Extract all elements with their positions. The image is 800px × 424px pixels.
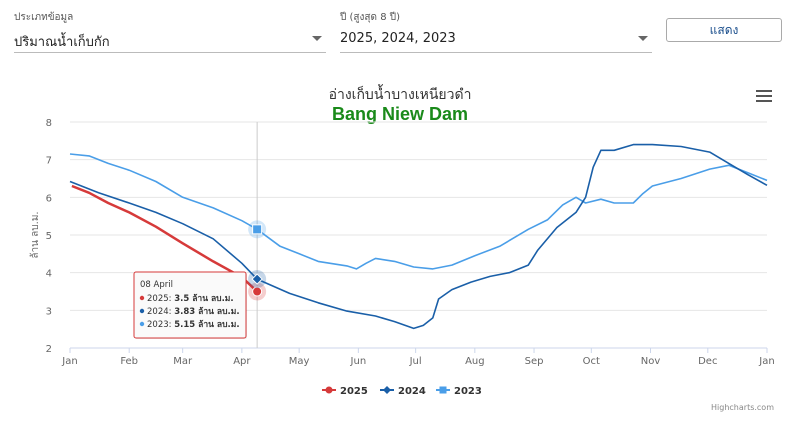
x-tick-label: Jun <box>350 356 367 367</box>
data-type-underline <box>14 52 326 53</box>
point-marker-2024 <box>251 273 263 285</box>
x-tick-label: Jul <box>409 356 422 367</box>
chevron-down-icon <box>312 36 322 41</box>
legend-label: 2024 <box>398 386 426 397</box>
tooltip-bullet-2023 <box>139 321 145 327</box>
tooltip-bullet-2025 <box>139 295 145 301</box>
x-tick-label: Jan <box>758 356 774 367</box>
hamburger-menu-icon[interactable] <box>756 90 772 104</box>
y-tick-label: 3 <box>46 306 52 317</box>
x-tick-label: Mar <box>173 356 193 367</box>
y-axis-label: ล้าน ลบ.ม. <box>29 211 41 258</box>
tooltip-date: 08 April <box>140 280 173 290</box>
x-tick-label: Sep <box>525 356 544 367</box>
x-tick-label: Dec <box>698 356 717 367</box>
year-label: ปี (สูงสุด 8 ปี) <box>340 12 400 23</box>
tooltip-bullet-2024 <box>139 308 145 314</box>
y-tick-label: 8 <box>46 118 52 129</box>
x-tick-label: Feb <box>120 356 138 367</box>
x-tick-label: Jan <box>61 356 77 367</box>
series-line-2024 <box>69 143 768 330</box>
chevron-down-icon <box>638 36 648 41</box>
legend-item-2024[interactable]: 2024 <box>380 386 426 397</box>
x-tick-label: Oct <box>583 356 600 367</box>
legend-square-marker <box>439 386 447 394</box>
tooltip-row-2025: 2025: 3.5 ล้าน ลบ.ม. <box>147 293 234 304</box>
legend-diamond-marker <box>383 386 391 394</box>
y-tick-label: 2 <box>46 344 52 355</box>
x-tick-label: May <box>289 356 310 367</box>
credits-link[interactable]: Highcharts.com <box>711 403 774 412</box>
legend-item-2023[interactable]: 2023 <box>436 386 482 397</box>
tooltip-row-2023: 2023: 5.15 ล้าน ลบ.ม. <box>147 319 240 330</box>
y-tick-label: 5 <box>46 231 52 242</box>
y-tick-label: 7 <box>46 156 52 167</box>
year-select[interactable]: ปี (สูงสุด 8 ปี) 2025, 2024, 2023 <box>340 10 652 54</box>
tooltip-row-2024: 2024: 3.83 ล้าน ลบ.ม. <box>147 306 240 317</box>
year-underline <box>340 52 652 53</box>
chart-title: อ่างเก็บน้ำบางเหนียวดำ <box>328 87 472 103</box>
tooltip-box <box>133 271 247 339</box>
year-value: 2025, 2024, 2023 <box>340 31 456 46</box>
x-tick-label: Apr <box>233 356 251 367</box>
x-tick-label: Nov <box>641 356 661 367</box>
show-button[interactable]: แสดง <box>666 18 782 42</box>
legend-label: 2025 <box>340 386 368 397</box>
legend-label: 2023 <box>454 386 482 397</box>
series-line-2023 <box>69 153 768 270</box>
data-type-value: ปริมาณน้ำเก็บกัก <box>14 35 110 50</box>
x-tick-label: Aug <box>465 356 485 367</box>
y-tick-label: 4 <box>46 269 52 280</box>
y-tick-label: 6 <box>46 193 52 204</box>
point-marker-2023 <box>252 224 263 235</box>
data-type-label: ประเภทข้อมูล <box>14 12 74 23</box>
legend-circle-marker <box>325 386 333 394</box>
data-type-select[interactable]: ประเภทข้อมูล ปริมาณน้ำเก็บกัก <box>14 10 326 54</box>
point-marker-2025 <box>252 286 263 297</box>
legend-item-2025[interactable]: 2025 <box>322 386 368 397</box>
chart-subtitle: Bang Niew Dam <box>331 104 469 124</box>
